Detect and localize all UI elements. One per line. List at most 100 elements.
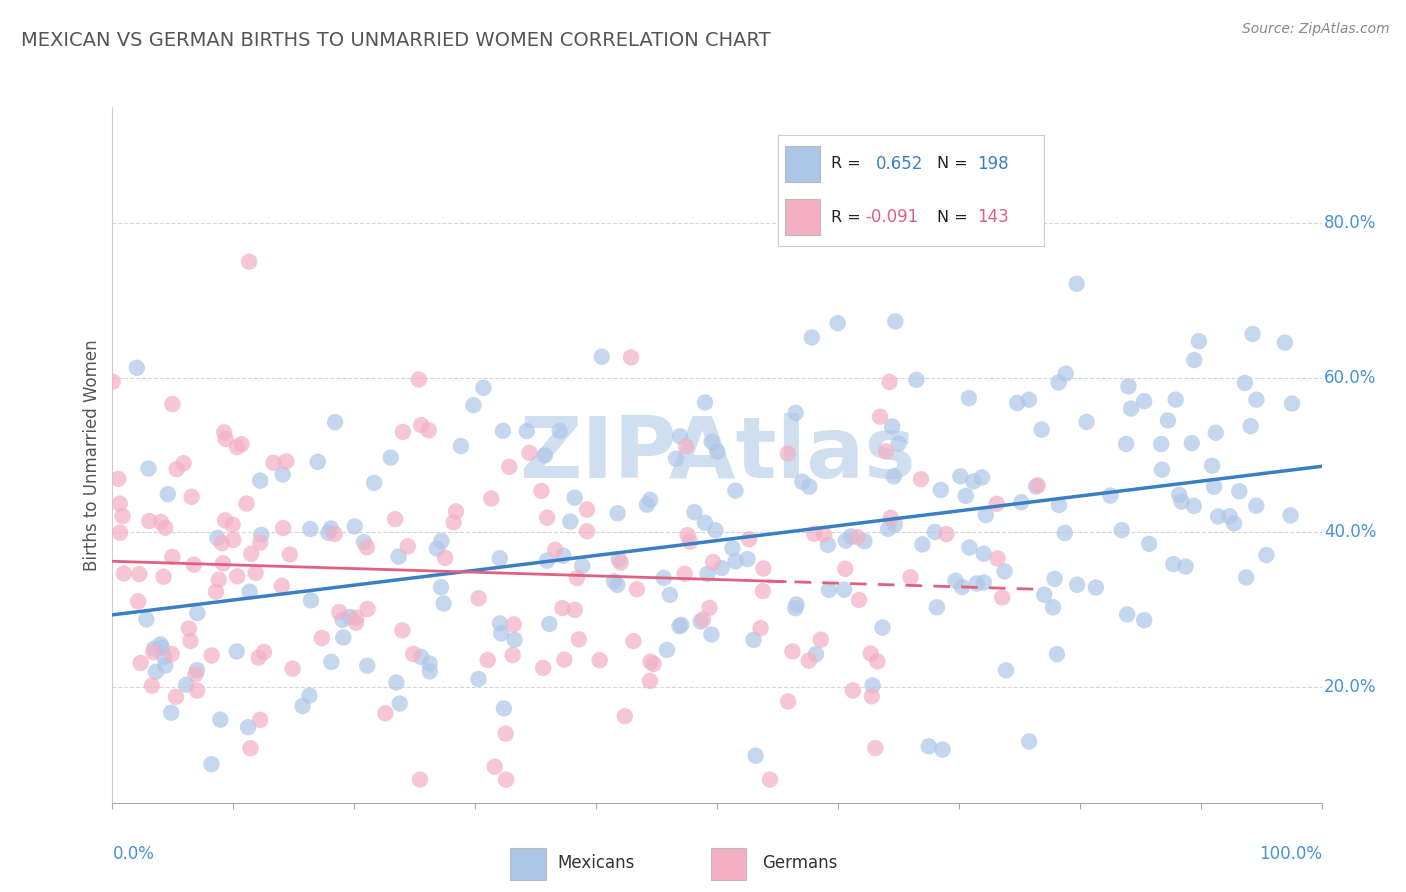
Text: -0.091: -0.091 xyxy=(865,208,918,227)
Point xyxy=(276,454,298,468)
Point xyxy=(321,655,343,669)
Point xyxy=(236,720,259,734)
Point xyxy=(1182,353,1205,368)
Point xyxy=(869,409,891,424)
Point xyxy=(1201,458,1223,473)
Point xyxy=(149,637,172,651)
Point xyxy=(143,641,166,656)
Point xyxy=(848,593,870,607)
Point xyxy=(409,649,432,664)
Text: 143: 143 xyxy=(977,208,1008,227)
Point xyxy=(879,375,901,389)
Point xyxy=(495,772,517,787)
Point xyxy=(450,439,472,453)
Text: 198: 198 xyxy=(977,155,1008,173)
Point xyxy=(281,662,304,676)
Point xyxy=(693,516,716,530)
Point xyxy=(1047,498,1070,512)
Y-axis label: Births to Unmarried Women: Births to Unmarried Women xyxy=(83,339,101,571)
Point xyxy=(1150,462,1173,476)
Point xyxy=(160,706,183,720)
Point xyxy=(884,314,907,328)
Point xyxy=(174,678,197,692)
Point xyxy=(418,423,440,437)
Point xyxy=(817,538,839,552)
Point xyxy=(408,372,430,386)
Point xyxy=(1168,488,1191,502)
Point xyxy=(576,502,599,516)
Point xyxy=(530,483,553,498)
Point xyxy=(877,522,900,536)
Point xyxy=(463,398,485,412)
Point xyxy=(339,610,361,624)
Point xyxy=(724,554,747,568)
Point xyxy=(271,467,294,482)
Point xyxy=(797,654,820,668)
Point xyxy=(240,547,263,561)
Point xyxy=(184,667,207,681)
Point xyxy=(987,551,1010,566)
Point xyxy=(249,474,271,488)
FancyBboxPatch shape xyxy=(786,200,820,235)
Point xyxy=(606,578,628,592)
Point xyxy=(1137,537,1160,551)
Point xyxy=(875,444,897,458)
Point xyxy=(879,511,901,525)
Point xyxy=(1076,415,1098,429)
Point xyxy=(536,554,558,568)
Point xyxy=(882,419,904,434)
Point xyxy=(620,351,643,365)
Point xyxy=(179,634,201,648)
Point xyxy=(498,459,520,474)
Point xyxy=(862,678,884,692)
Point xyxy=(165,690,187,704)
Point xyxy=(603,574,626,589)
Point xyxy=(1188,334,1211,349)
Point xyxy=(1205,425,1227,440)
Point xyxy=(253,645,276,659)
Point xyxy=(247,650,270,665)
Point xyxy=(1042,600,1064,615)
Text: 80.0%: 80.0% xyxy=(1324,214,1376,232)
Point xyxy=(419,657,441,671)
Text: 100.0%: 100.0% xyxy=(1258,845,1322,863)
Point xyxy=(973,547,995,561)
Point xyxy=(374,706,396,721)
Point xyxy=(101,375,124,389)
Point xyxy=(127,594,149,608)
Point xyxy=(249,535,271,549)
Point xyxy=(225,644,247,658)
Point xyxy=(384,512,406,526)
Point xyxy=(1010,495,1032,509)
Point xyxy=(108,525,131,540)
Point xyxy=(1219,509,1241,524)
Point xyxy=(966,576,988,591)
Point xyxy=(957,391,980,405)
Point xyxy=(385,675,408,690)
Point xyxy=(142,645,165,659)
Point xyxy=(702,555,724,569)
Point xyxy=(323,527,346,541)
Point xyxy=(752,561,775,575)
Point xyxy=(149,515,172,529)
Point xyxy=(564,603,586,617)
Point xyxy=(201,648,224,663)
Point xyxy=(402,647,425,661)
Point xyxy=(278,548,301,562)
Point xyxy=(488,551,510,566)
Point xyxy=(519,446,541,460)
Text: Germans: Germans xyxy=(762,854,838,872)
Point xyxy=(250,528,273,542)
Point xyxy=(344,615,367,630)
Point xyxy=(991,591,1014,605)
Point xyxy=(929,483,952,497)
Point xyxy=(484,760,506,774)
Point xyxy=(696,567,718,582)
Point xyxy=(924,524,946,539)
Point xyxy=(235,497,257,511)
Point xyxy=(683,505,706,519)
Point xyxy=(883,469,905,483)
FancyBboxPatch shape xyxy=(711,848,747,880)
Point xyxy=(332,631,354,645)
Point xyxy=(776,694,799,708)
